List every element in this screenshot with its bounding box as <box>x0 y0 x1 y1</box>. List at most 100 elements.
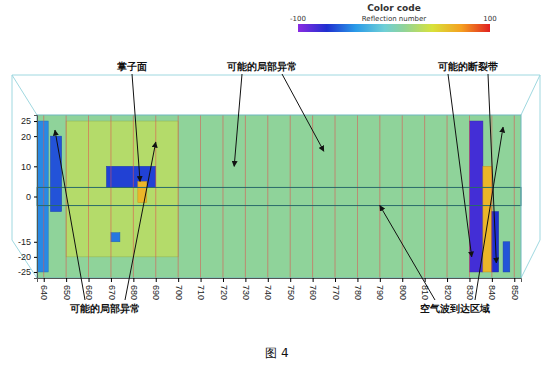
x-tick-label: 650 <box>62 285 72 300</box>
grid-line <box>267 115 268 278</box>
x-tick: 640 <box>39 278 49 300</box>
plot-frame <box>37 115 521 278</box>
x-tick-label: 750 <box>286 285 296 300</box>
y-tick-mark <box>34 166 37 167</box>
box-edge <box>521 240 540 278</box>
y-tick-label: 25 <box>21 116 31 126</box>
tunnel-outline <box>37 187 521 205</box>
x-tick-mark <box>313 278 314 282</box>
annotations: 掌子面可能的局部异常可能的断裂带可能的局部异常空气波到达区域 <box>55 61 503 314</box>
x-tick: 670 <box>107 278 117 300</box>
reflection-zone <box>106 166 155 187</box>
x-tick-mark <box>111 278 112 282</box>
annotation-text: 掌子面 <box>117 61 147 72</box>
colorbar-tick-label: -100 <box>290 15 306 23</box>
y-tick-mark <box>34 121 37 122</box>
grid-line <box>155 115 156 278</box>
x-tick: 800 <box>398 278 408 300</box>
reflection-zone <box>37 121 48 272</box>
y-tick-label: 20 <box>21 132 31 142</box>
x-tick-label: 680 <box>129 285 139 300</box>
colorbar <box>298 24 490 32</box>
y-tick-label: -25 <box>18 267 31 277</box>
reflection-zone <box>469 121 482 272</box>
y-tick-label: -20 <box>18 252 31 262</box>
y-tick-mark <box>34 257 37 258</box>
x-tick-mark <box>156 278 157 282</box>
y-tick: -15 <box>18 237 37 247</box>
reflection-zone <box>111 233 120 242</box>
x-tick-label: 850 <box>510 285 520 300</box>
y-tick: -25 <box>18 267 37 277</box>
x-tick-mark <box>425 278 426 282</box>
x-tick: 850 <box>510 278 520 300</box>
plot-area <box>37 115 521 278</box>
x-tick-label: 820 <box>443 285 453 300</box>
x-tick: 740 <box>263 278 273 300</box>
x-tick-label: 710 <box>196 285 206 300</box>
reflection-zone <box>66 121 178 257</box>
x-tick-mark <box>447 278 448 282</box>
grid-line <box>290 115 291 278</box>
figure: 6406506606706806907007107207307407507607… <box>0 0 554 370</box>
background-field <box>37 115 521 278</box>
y-tick-label: 0 <box>26 192 31 202</box>
grid-line <box>245 115 246 278</box>
x-tick-label: 770 <box>331 285 341 300</box>
x-tick-mark <box>201 278 202 282</box>
x-tick-mark <box>290 278 291 282</box>
reflection-zone <box>503 242 510 272</box>
grid-line <box>88 115 89 278</box>
x-tick-label: 800 <box>398 285 408 300</box>
x-tick: 650 <box>62 278 72 300</box>
grid-line <box>469 115 470 278</box>
x-tick: 770 <box>331 278 341 300</box>
x-tick-label: 660 <box>84 285 94 300</box>
y-axis-line <box>34 116 38 279</box>
x-tick-label: 830 <box>465 285 475 300</box>
grid-line <box>200 115 201 278</box>
box-edge <box>521 75 540 115</box>
x-tick: 700 <box>174 278 184 300</box>
y-tick-label: -15 <box>18 237 31 247</box>
x-tick-label: 760 <box>308 285 318 300</box>
grid-line <box>110 115 111 278</box>
x-tick-mark <box>223 278 224 282</box>
y-tick-mark <box>34 242 37 243</box>
x-tick-label: 640 <box>39 285 49 300</box>
caption: 图 4 <box>265 346 288 360</box>
x-tick: 790 <box>375 278 385 300</box>
x-tick-mark <box>357 278 358 282</box>
box-edge <box>12 75 37 115</box>
x-tick-label: 780 <box>353 285 363 300</box>
x-tick: 680 <box>129 278 139 300</box>
annotation-text: 空气波到达区域 <box>420 303 490 314</box>
y-tick: 25 <box>21 116 37 126</box>
x-tick-mark <box>44 278 45 282</box>
x-tick: 750 <box>286 278 296 300</box>
x-tick: 760 <box>308 278 318 300</box>
x-tick-mark <box>268 278 269 282</box>
annotation-arrow <box>132 74 140 181</box>
y-axis: -25 -20 -15 0 10 20 25 <box>18 116 38 279</box>
grid-line <box>335 115 336 278</box>
y-tick: -20 <box>18 252 37 262</box>
annotation-arrow <box>125 142 156 300</box>
x-tick-mark <box>245 278 246 282</box>
x-tick: 690 <box>151 278 161 300</box>
x-tick-mark <box>178 278 179 282</box>
grid-line <box>43 115 44 278</box>
y-tick: 10 <box>21 162 37 172</box>
x-tick-label: 690 <box>151 285 161 300</box>
x-tick: 730 <box>241 278 251 300</box>
reflection-zone <box>138 181 147 202</box>
x-tick-label: 670 <box>107 285 117 300</box>
x-tick-label: 840 <box>487 285 497 300</box>
y-tick-label: 10 <box>21 162 31 172</box>
annotation-arrow <box>55 130 85 300</box>
x-tick: 710 <box>196 278 206 300</box>
x-tick: 830 <box>465 278 475 300</box>
x-tick: 780 <box>353 278 363 300</box>
annotation-text: 可能的断裂带 <box>437 61 498 72</box>
box-edge <box>12 75 540 76</box>
